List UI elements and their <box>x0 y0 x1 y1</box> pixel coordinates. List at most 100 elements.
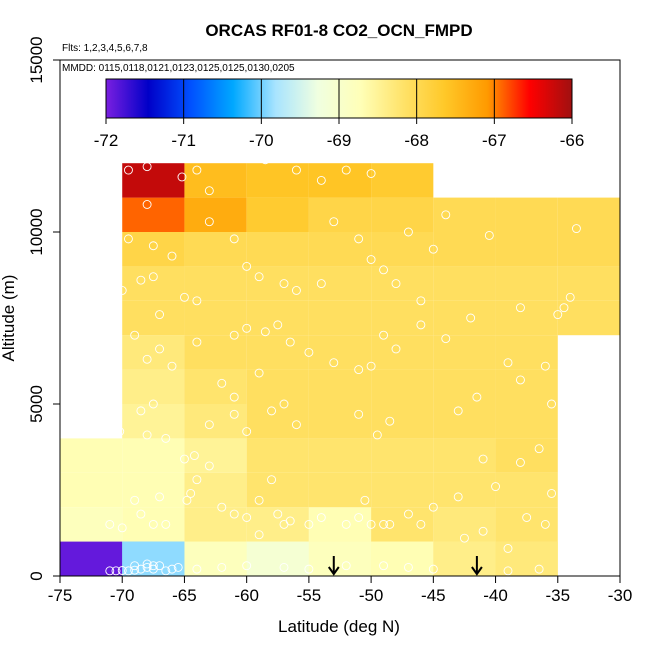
observation-point <box>316 279 326 289</box>
observation-point <box>403 509 413 519</box>
heatmap-cell <box>308 266 372 301</box>
x-tick-label: -40 <box>483 586 508 605</box>
heatmap-cell <box>371 335 434 370</box>
heatmap-cell <box>184 507 247 542</box>
observation-point <box>503 358 513 368</box>
heatmap-cell <box>308 163 372 198</box>
observation-point <box>229 409 239 419</box>
heatmap-cell <box>184 163 247 198</box>
heatmap-cell <box>184 541 247 576</box>
observation-point <box>142 200 152 209</box>
colorbar-tick-label: -69 <box>327 131 352 150</box>
observation-point <box>192 337 202 347</box>
observation-point <box>565 292 575 302</box>
heatmap-cell <box>495 438 558 473</box>
observation-point <box>366 361 376 371</box>
heatmap-cell <box>308 438 372 473</box>
observation-point <box>385 519 395 529</box>
x-tick-label: -70 <box>110 586 135 605</box>
observation-point <box>167 361 177 371</box>
observation-point <box>391 344 401 354</box>
heatmap-cell <box>371 472 434 508</box>
observation-points <box>105 148 581 576</box>
observation-point <box>316 175 326 185</box>
heatmap-cell <box>371 266 434 301</box>
observation-point <box>547 488 557 498</box>
heatmap-cell <box>246 300 309 336</box>
heatmap-cell <box>371 197 434 232</box>
heatmap-cell <box>371 438 434 473</box>
y-axis: 0 5000 10000 15000 <box>27 36 60 581</box>
heatmap-cell <box>184 335 247 370</box>
latitude-arrows <box>327 556 483 576</box>
observation-point <box>360 495 370 505</box>
flights-annotation: Flts: 1,2,3,4,5,6,7,8 <box>62 43 148 54</box>
observation-point <box>242 427 252 436</box>
observation-point <box>329 358 339 368</box>
observation-point <box>155 310 165 320</box>
heatmap-cell <box>184 266 247 301</box>
observation-point <box>189 451 199 461</box>
observation-point <box>130 561 140 571</box>
observation-point <box>148 561 158 571</box>
colorbar-tick-label: -66 <box>560 131 585 150</box>
observation-point <box>515 375 525 385</box>
observation-point <box>192 475 202 485</box>
observation-point <box>522 513 532 522</box>
observation-point <box>341 561 351 571</box>
x-tick-label: -50 <box>359 586 384 605</box>
observation-point <box>179 292 189 302</box>
observation-point <box>130 565 140 575</box>
observation-point <box>148 241 158 251</box>
observation-point <box>254 368 264 378</box>
colorbar-tick-label: -68 <box>404 131 429 150</box>
observation-point <box>379 330 389 340</box>
mmdd-annotation: MMDD: 0115,0118,0121,0123,0125,0125,0130… <box>62 63 295 74</box>
observation-point <box>148 519 158 529</box>
observation-point <box>142 354 152 364</box>
observation-point <box>341 165 351 175</box>
heatmap-cell <box>308 335 372 370</box>
heatmap-cell <box>184 438 247 473</box>
observation-point <box>478 526 488 536</box>
observation-point <box>534 564 544 574</box>
observation-point <box>428 502 438 512</box>
heatmap-cell <box>246 163 309 198</box>
colorbar-tick-label: -72 <box>94 131 119 150</box>
observation-point <box>155 492 165 502</box>
heatmap-cell <box>433 232 496 267</box>
observation-point <box>155 151 165 161</box>
observation-point <box>229 509 239 519</box>
heatmap-cell <box>433 369 496 404</box>
heatmap-cell <box>308 300 372 336</box>
observation-point <box>117 566 127 575</box>
heatmap-cell <box>433 335 496 370</box>
y-tick-label: 10000 <box>27 208 46 255</box>
heatmap-cell <box>495 266 558 301</box>
x-tick-label: -35 <box>545 586 570 605</box>
observation-point <box>242 513 252 522</box>
observation-point <box>192 165 202 175</box>
heatmap-cell <box>246 404 309 439</box>
observation-point <box>204 461 214 471</box>
observation-point <box>136 406 146 416</box>
observation-point <box>148 399 158 409</box>
observation-point <box>105 519 115 529</box>
heatmap-cell <box>557 266 620 301</box>
heatmap-cell <box>122 472 185 508</box>
observation-point <box>155 561 165 571</box>
observation-point <box>161 433 171 443</box>
observation-point <box>217 378 227 388</box>
colorbar-tick-label: -71 <box>171 131 196 150</box>
observation-point <box>466 313 476 323</box>
colorbar-tick-label: -67 <box>482 131 507 150</box>
observation-point <box>123 234 133 244</box>
observation-point <box>329 217 339 227</box>
heatmap-cell <box>495 404 558 439</box>
observation-point <box>254 495 264 505</box>
observation-point <box>254 272 264 282</box>
heatmap-cell <box>246 369 309 404</box>
observation-point <box>304 564 314 574</box>
x-tick-label: -45 <box>421 586 446 605</box>
y-tick-label: 5000 <box>27 385 46 423</box>
